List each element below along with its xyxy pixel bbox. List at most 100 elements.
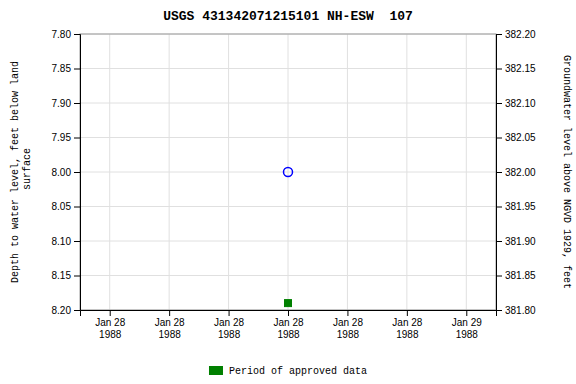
tick-label-line: 1988 bbox=[159, 329, 182, 340]
tick-mark bbox=[347, 310, 348, 316]
tick-mark bbox=[74, 241, 80, 242]
tick-mark bbox=[229, 310, 230, 316]
label-line: Depth to water level, feet below land bbox=[10, 61, 21, 283]
x-tick: Jan 281988 bbox=[155, 310, 185, 340]
y-tick: 8.15 bbox=[52, 270, 80, 281]
tick-label-line: Jan 28 bbox=[392, 317, 422, 328]
legend-label: Period of approved data bbox=[229, 366, 367, 377]
tick-label-line: Jan 28 bbox=[273, 317, 303, 328]
tick-mark bbox=[496, 138, 502, 139]
tick-label-line: 1988 bbox=[396, 329, 419, 340]
tick-mark bbox=[110, 310, 111, 316]
tick-mark bbox=[169, 310, 170, 316]
y-tick-label: 7.90 bbox=[52, 98, 72, 109]
tick-label-line: Jan 28 bbox=[95, 317, 125, 328]
plot: Jan 281988Jan 281988Jan 281988Jan 281988… bbox=[52, 29, 536, 340]
x-tick: Jan 291988 bbox=[452, 310, 482, 340]
y-tick-label: 7.85 bbox=[52, 63, 72, 74]
tick-label-line: 1988 bbox=[99, 329, 122, 340]
x-tick-label: Jan 281988 bbox=[95, 317, 125, 340]
tick-mark bbox=[496, 207, 502, 208]
legend-swatch bbox=[209, 366, 223, 375]
plot-frame bbox=[80, 34, 496, 310]
y-axis-label: Depth to water level, feet below land su… bbox=[10, 61, 33, 283]
legend-item: Period of approved data bbox=[209, 366, 367, 377]
tick-label-line: Jan 28 bbox=[333, 317, 363, 328]
x-tick-label: Jan 281988 bbox=[333, 317, 363, 340]
x-axis: Jan 281988Jan 281988Jan 281988Jan 281988… bbox=[81, 310, 497, 340]
y-tick: 8.20 bbox=[52, 305, 80, 316]
point bbox=[285, 300, 292, 307]
tick-mark bbox=[496, 276, 502, 277]
tick-mark bbox=[407, 310, 408, 316]
y2-tick: 381.80 bbox=[496, 305, 536, 316]
grid-line bbox=[109, 34, 110, 310]
tick-mark bbox=[496, 69, 502, 70]
y2-tick: 382.00 bbox=[496, 167, 536, 178]
y2-tick: 382.15 bbox=[496, 63, 536, 74]
tick-label-line: Jan 29 bbox=[452, 317, 482, 328]
y-tick-label: 8.20 bbox=[52, 305, 72, 316]
tick-mark bbox=[496, 310, 502, 311]
y2-tick-label: 382.10 bbox=[505, 98, 536, 109]
tick-mark bbox=[74, 276, 80, 277]
y-tick-label: 8.05 bbox=[52, 201, 72, 212]
tick-label-line: Jan 28 bbox=[214, 317, 244, 328]
marks bbox=[284, 168, 293, 307]
label-line: surface bbox=[22, 148, 33, 196]
y2-tick: 382.10 bbox=[496, 98, 536, 109]
y2-tick-label: 381.85 bbox=[505, 270, 536, 281]
y2-tick: 382.05 bbox=[496, 132, 536, 143]
y-tick-label: 7.80 bbox=[52, 29, 72, 40]
tick-mark bbox=[466, 310, 467, 316]
y-tick: 8.05 bbox=[52, 201, 80, 212]
y-tick: 7.90 bbox=[52, 98, 80, 109]
tick-mark bbox=[496, 172, 502, 173]
y2-tick: 381.85 bbox=[496, 270, 536, 281]
chart: Jan 281988Jan 281988Jan 281988Jan 281988… bbox=[0, 0, 576, 384]
point bbox=[284, 168, 293, 177]
tick-mark bbox=[74, 138, 80, 139]
tick-mark bbox=[74, 310, 80, 311]
tick-mark bbox=[74, 207, 80, 208]
axis-line bbox=[74, 35, 81, 311]
y2-tick-label: 382.00 bbox=[505, 167, 536, 178]
tick-mark bbox=[496, 241, 502, 242]
y2-axis: 382.20 382.15 382.10 382.05 382.00 381.95 381.… bbox=[496, 29, 536, 316]
y-axis: 7.80 7.85 7.90 7.95 8.00 8.05 8.10 8.15 8.20 bbox=[52, 29, 81, 316]
y2-tick: 381.95 bbox=[496, 201, 536, 212]
tick-mark bbox=[288, 310, 289, 316]
tick-label-line: 1988 bbox=[337, 329, 360, 340]
y2-tick-label: 381.90 bbox=[505, 236, 536, 247]
x-tick: Jan 281988 bbox=[273, 310, 303, 340]
y-tick-label: 8.15 bbox=[52, 270, 72, 281]
tick-label-line: Jan 28 bbox=[155, 317, 185, 328]
y2-tick-label: 382.05 bbox=[505, 132, 536, 143]
tick-mark bbox=[74, 69, 80, 70]
y-tick: 8.10 bbox=[52, 236, 80, 247]
x-tick: Jan 281988 bbox=[95, 310, 125, 340]
grid-line bbox=[466, 34, 467, 310]
y-tick: 7.95 bbox=[52, 132, 80, 143]
tick-label-line: 1988 bbox=[277, 329, 300, 340]
y2-tick-label: 382.20 bbox=[505, 29, 536, 40]
y-tick: 8.00 bbox=[52, 167, 80, 178]
y-tick-label: 7.95 bbox=[52, 132, 72, 143]
y-tick: 7.85 bbox=[52, 63, 80, 74]
tick-mark bbox=[496, 103, 502, 104]
axis-line bbox=[81, 311, 497, 317]
y2-tick-label: 381.95 bbox=[505, 201, 536, 212]
grid-line bbox=[228, 34, 229, 310]
y2-tick: 382.20 bbox=[496, 29, 536, 40]
y2-tick: 381.90 bbox=[496, 236, 536, 247]
y-tick-label: 8.00 bbox=[52, 167, 72, 178]
axis-line bbox=[497, 35, 503, 311]
grid-line bbox=[169, 34, 170, 310]
tick-label-line: 1988 bbox=[456, 329, 479, 340]
x-tick: Jan 281988 bbox=[214, 310, 244, 340]
tick-mark bbox=[74, 172, 80, 173]
x-tick-label: Jan 281988 bbox=[273, 317, 303, 340]
x-tick: Jan 281988 bbox=[333, 310, 363, 340]
tick-mark bbox=[74, 34, 80, 35]
grid-line bbox=[288, 34, 289, 310]
